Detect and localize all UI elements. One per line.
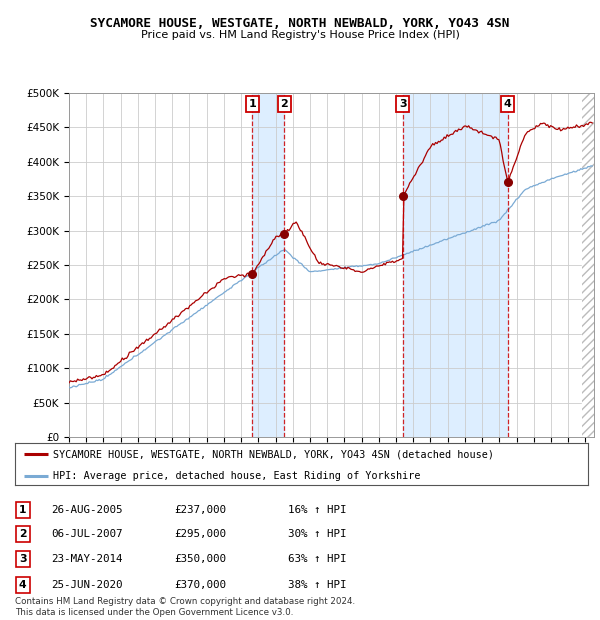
Text: 38% ↑ HPI: 38% ↑ HPI [288, 580, 347, 590]
Text: £237,000: £237,000 [174, 505, 226, 515]
Text: 4: 4 [503, 99, 512, 109]
Text: 06-JUL-2007: 06-JUL-2007 [51, 529, 122, 539]
Text: 2: 2 [19, 529, 26, 539]
Text: 1: 1 [248, 99, 256, 109]
Text: 3: 3 [19, 554, 26, 564]
Text: £350,000: £350,000 [174, 554, 226, 564]
Bar [403, 93, 508, 437]
Text: 16% ↑ HPI: 16% ↑ HPI [288, 505, 347, 515]
Text: 23-MAY-2014: 23-MAY-2014 [51, 554, 122, 564]
Text: SYCAMORE HOUSE, WESTGATE, NORTH NEWBALD, YORK, YO43 4SN: SYCAMORE HOUSE, WESTGATE, NORTH NEWBALD,… [91, 17, 509, 30]
Text: 63% ↑ HPI: 63% ↑ HPI [288, 554, 347, 564]
Bar [583, 93, 594, 437]
Text: 26-AUG-2005: 26-AUG-2005 [51, 505, 122, 515]
Text: 25-JUN-2020: 25-JUN-2020 [51, 580, 122, 590]
Text: 4: 4 [19, 580, 26, 590]
Text: SYCAMORE HOUSE, WESTGATE, NORTH NEWBALD, YORK, YO43 4SN (detached house): SYCAMORE HOUSE, WESTGATE, NORTH NEWBALD,… [53, 449, 494, 459]
Text: £370,000: £370,000 [174, 580, 226, 590]
Bar [253, 93, 284, 437]
Text: £295,000: £295,000 [174, 529, 226, 539]
Text: 1: 1 [19, 505, 26, 515]
Text: 2: 2 [280, 99, 288, 109]
Text: HPI: Average price, detached house, East Riding of Yorkshire: HPI: Average price, detached house, East… [53, 471, 421, 480]
Text: Price paid vs. HM Land Registry's House Price Index (HPI): Price paid vs. HM Land Registry's House … [140, 30, 460, 40]
Text: 30% ↑ HPI: 30% ↑ HPI [288, 529, 347, 539]
Text: 3: 3 [399, 99, 407, 109]
Bar [583, 93, 594, 437]
Text: Contains HM Land Registry data © Crown copyright and database right 2024.
This d: Contains HM Land Registry data © Crown c… [15, 598, 355, 617]
